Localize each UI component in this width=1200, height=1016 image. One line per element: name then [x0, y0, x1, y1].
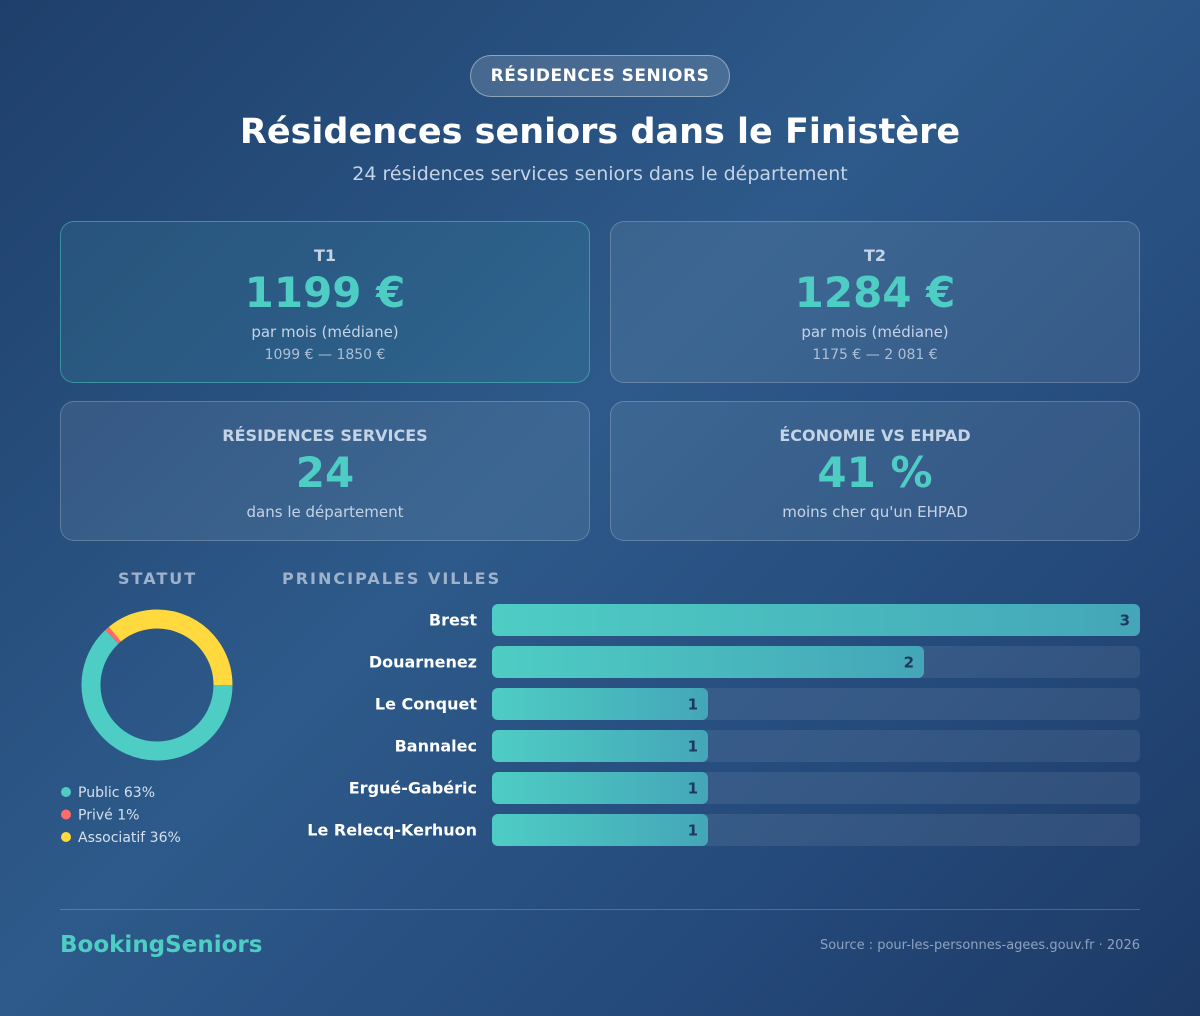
section-title: PRINCIPALES VILLES	[282, 569, 502, 588]
card-note: par mois (médiane)	[801, 323, 949, 341]
legend-label: Privé	[78, 808, 113, 824]
card-label: ÉCONOMIE VS EHPAD	[779, 426, 971, 445]
source: Source : pour-les-personnes-agees.gouv.f…	[819, 938, 1140, 953]
legend-entry: Privé 1%	[78, 808, 139, 824]
stat-card: T1 1199 € par mois (médiane) 1099 € — 1850 …	[60, 221, 590, 383]
divider	[60, 909, 1140, 910]
value-label: 1	[688, 738, 698, 756]
stat-card: RÉSIDENCES SERVICES 24 dans le département	[60, 401, 590, 541]
y-tick-label: Brest	[429, 611, 477, 630]
card-note: par mois (médiane)	[251, 323, 399, 341]
card-label: T2	[863, 246, 887, 265]
value-label: 3	[1120, 612, 1130, 630]
legend-swatch	[61, 809, 71, 820]
legend-value: 1%	[117, 808, 139, 824]
card-value: 1199 €	[244, 268, 406, 317]
value-label: 1	[688, 822, 698, 840]
bar	[492, 814, 708, 846]
legend-entry: Public 63%	[78, 785, 155, 801]
brand: BookingSeniors	[60, 932, 263, 958]
donut-slice	[108, 609, 233, 686]
badge: RÉSIDENCES SENIORS	[470, 55, 730, 97]
y-tick-label: Le Conquet	[375, 695, 477, 714]
card-range: 1099 € — 1850 €	[264, 347, 386, 363]
subtitle: 24 résidences services seniors dans le d…	[352, 163, 848, 185]
value-label: 1	[688, 780, 698, 798]
bar	[492, 646, 924, 678]
card-note: moins cher qu'un EHPAD	[782, 503, 968, 521]
y-tick-label: Le Relecq-Kerhuon	[307, 821, 477, 840]
y-tick-label: Ergué-Gabéric	[349, 779, 477, 798]
stat-card: T2 1284 € par mois (médiane) 1175 € — 2 081…	[610, 221, 1140, 383]
bar	[492, 688, 708, 720]
legend-value: 63%	[124, 785, 155, 801]
card-range: 1175 € — 2 081 €	[812, 347, 938, 363]
legend-label: Associatif	[78, 830, 146, 846]
card-value: 1284 €	[794, 268, 956, 317]
card-label: RÉSIDENCES SERVICES	[222, 426, 428, 445]
legend-value: 36%	[150, 830, 181, 846]
value-label: 1	[688, 696, 698, 714]
legend-entry: Associatif 36%	[78, 830, 181, 846]
card-note: dans le département	[246, 503, 404, 521]
y-tick-label: Bannalec	[395, 737, 477, 756]
bar	[492, 772, 708, 804]
section-title: STATUT	[118, 569, 198, 588]
legend-swatch	[61, 832, 71, 842]
card-value: 41 %	[817, 448, 933, 497]
page-title: Résidences seniors dans le Finistère	[239, 112, 961, 152]
card-label: T1	[313, 246, 337, 265]
value-label: 2	[904, 654, 914, 672]
stat-card: ÉCONOMIE VS EHPAD 41 % moins cher qu'un EH…	[610, 401, 1140, 541]
donut-slice	[81, 629, 233, 761]
card-value: 24	[295, 448, 355, 497]
y-tick-label: Douarnenez	[369, 653, 477, 672]
bar	[492, 604, 1140, 636]
legend-swatch	[61, 787, 71, 797]
bar	[492, 730, 708, 762]
donut-slice	[105, 626, 122, 644]
legend-label: Public	[78, 785, 119, 801]
